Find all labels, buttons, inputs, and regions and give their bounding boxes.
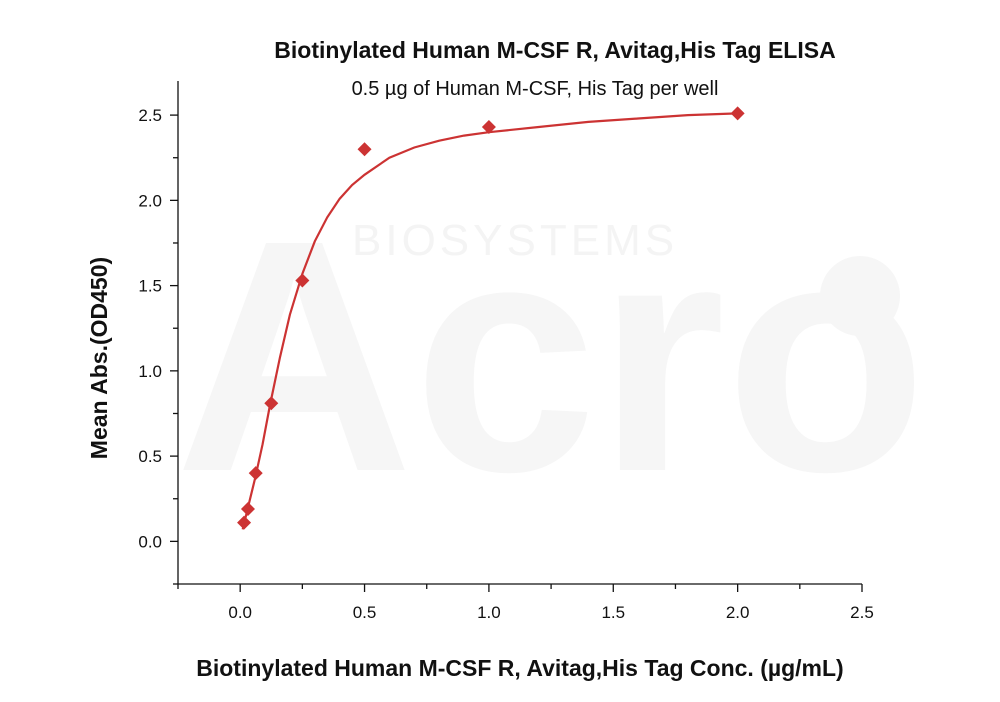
data-point <box>264 396 279 411</box>
x-tick-label: 1.5 <box>601 603 625 622</box>
data-point <box>295 273 310 288</box>
data-point <box>730 106 745 121</box>
watermark-dot <box>820 256 900 336</box>
y-tick-label: 0.0 <box>138 532 162 551</box>
watermark: Acro BIOSYSTEMS <box>175 171 927 540</box>
y-axis-label: Mean Abs.(OD450) <box>86 257 112 459</box>
y-tick-label: 1.5 <box>138 277 162 296</box>
y-tick-label: 2.5 <box>138 106 162 125</box>
data-point <box>248 466 263 481</box>
data-point <box>237 515 252 530</box>
x-axis-label: Biotinylated Human M-CSF R, Avitag,His T… <box>196 655 843 681</box>
chart-subtitle: 0.5 µg of Human M-CSF, His Tag per well <box>352 78 719 100</box>
y-tick-label: 0.5 <box>138 447 162 466</box>
x-tick-label: 2.0 <box>726 603 750 622</box>
data-point <box>240 501 255 516</box>
y-tick-label: 2.0 <box>138 191 162 210</box>
data-point <box>357 142 372 157</box>
axes <box>177 81 862 585</box>
x-ticks: 0.0 0.5 1.0 1.5 2.0 2.5 <box>177 584 874 622</box>
x-tick-label: 2.5 <box>850 603 874 622</box>
x-tick-label: 0.0 <box>228 603 252 622</box>
data-points <box>237 106 745 530</box>
data-point <box>481 120 496 135</box>
fit-curve <box>241 112 738 530</box>
x-tick-label: 0.5 <box>353 603 377 622</box>
y-tick-label: 1.0 <box>138 362 162 381</box>
watermark-tagline: BIOSYSTEMS <box>352 216 678 265</box>
chart-title: Biotinylated Human M-CSF R, Avitag,His T… <box>274 37 835 63</box>
x-tick-label: 1.0 <box>477 603 501 622</box>
watermark-brand: Acro <box>175 171 927 540</box>
y-ticks: 0.0 0.5 1.0 1.5 2.0 2.5 <box>138 106 178 585</box>
